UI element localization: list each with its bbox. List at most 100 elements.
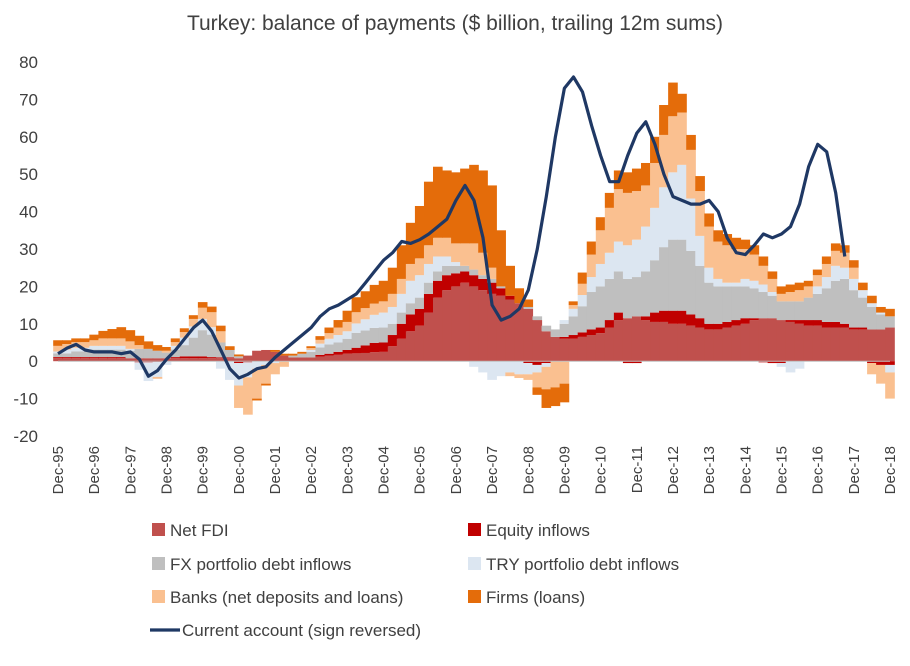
legend-swatch [152, 557, 165, 570]
bar-firms-loans [89, 334, 99, 341]
bar-firms-loans [559, 383, 570, 403]
legend-item-net-fdi: Net FDI [152, 521, 229, 540]
bar-firms-loans [279, 353, 289, 356]
bar-net-fdi [785, 321, 796, 362]
bar-firms-loans [849, 260, 859, 268]
x-axis-ticks: Dec-95 Dec-96 Dec-97 Dec-98 Dec-99 Dec-00 Dec-… [50, 446, 899, 494]
bar-firms-loans [387, 267, 398, 294]
bar-net-fdi [170, 358, 181, 362]
bar-firms-loans [867, 295, 877, 304]
bar-banks-net-deposits-and-loans [867, 363, 877, 375]
bar-equity-inflows [179, 356, 190, 359]
y-tick-label: 40 [19, 203, 38, 222]
bar-try-portfolio-debt-inflows [333, 335, 344, 343]
bar-try-portfolio-debt-inflows [631, 239, 642, 278]
bar-fx-portfolio-debt-inflows [423, 282, 434, 294]
bar-firms-loans [143, 341, 154, 349]
bar-equity-inflows [686, 314, 696, 326]
bar-firms-loans [414, 205, 425, 259]
bar-net-fdi [704, 329, 714, 362]
bar-firms-loans [442, 170, 452, 238]
y-tick-label: 0 [29, 352, 38, 371]
bar-try-portfolio-debt-inflows [134, 362, 145, 370]
bar-equity-inflows [713, 323, 723, 330]
x-tick-label: Dec-14 [737, 446, 754, 494]
bar-fx-portfolio-debt-inflows [849, 290, 859, 328]
bar-banks-net-deposits-and-loans [378, 301, 389, 313]
legend-swatch [468, 557, 481, 570]
bar-net-fdi [360, 352, 371, 362]
bar-firms-loans [794, 282, 805, 291]
bar-net-fdi [423, 312, 434, 362]
bar-fx-portfolio-debt-inflows [631, 277, 642, 317]
bar-try-portfolio-debt-inflows [215, 361, 226, 369]
bar-banks-net-deposits-and-loans [668, 116, 678, 173]
bar-net-fdi [306, 357, 317, 362]
bar-fx-portfolio-debt-inflows [695, 265, 705, 319]
bar-try-portfolio-debt-inflows [143, 362, 154, 382]
bar-try-portfolio-debt-inflows [586, 277, 597, 293]
bar-banks-net-deposits-and-loans [839, 252, 850, 268]
y-tick-label: 30 [19, 240, 38, 259]
bar-banks-net-deposits-and-loans [306, 348, 317, 350]
bar-banks-net-deposits-and-loans [695, 191, 705, 236]
bar-banks-net-deposits-and-loans [134, 345, 145, 349]
bar-net-fdi [143, 358, 154, 362]
bar-firms-loans [234, 354, 244, 357]
bar-try-portfolio-debt-inflows [396, 293, 407, 313]
bar-try-portfolio-debt-inflows [704, 267, 714, 283]
bar-firms-loans [713, 230, 723, 242]
bar-net-fdi [215, 358, 226, 362]
bar-fx-portfolio-debt-inflows [161, 352, 172, 359]
bar-net-fdi [396, 338, 407, 362]
bar-equity-inflows [695, 318, 705, 328]
bar-banks-net-deposits-and-loans [80, 342, 90, 348]
bar-fx-portfolio-debt-inflows [351, 332, 362, 348]
bar-fx-portfolio-debt-inflows [125, 350, 136, 359]
bar-try-portfolio-debt-inflows [559, 320, 570, 324]
bar-firms-loans [360, 291, 371, 309]
bar-equity-inflows [803, 320, 814, 326]
bar-try-portfolio-debt-inflows [695, 235, 705, 266]
bar-try-portfolio-debt-inflows [677, 164, 687, 240]
bar-fx-portfolio-debt-inflows [704, 282, 714, 324]
bar-equity-inflows [197, 356, 208, 359]
bar-firms-loans [568, 301, 579, 306]
bar-net-fdi [460, 282, 470, 362]
bar-net-fdi [523, 308, 534, 362]
bar-net-fdi [469, 286, 479, 362]
bar-firms-loans [107, 329, 118, 339]
x-tick-label: Dec-04 [376, 446, 393, 494]
bar-net-fdi [613, 320, 624, 362]
bar-fx-portfolio-debt-inflows [433, 271, 443, 281]
bar-banks-net-deposits-and-loans [279, 361, 289, 367]
bar-banks-net-deposits-and-loans [243, 377, 253, 415]
bar-fx-portfolio-debt-inflows [234, 356, 244, 359]
bar-fx-portfolio-debt-inflows [197, 330, 208, 357]
bar-try-portfolio-debt-inflows [234, 363, 244, 386]
x-tick-label: Dec-01 [267, 446, 284, 494]
bar-firms-loans [396, 245, 407, 279]
bar-try-portfolio-debt-inflows [487, 361, 497, 380]
bar-fx-portfolio-debt-inflows [414, 297, 425, 309]
bar-net-fdi [713, 329, 723, 362]
bar-fx-portfolio-debt-inflows [71, 351, 81, 358]
bar-fx-portfolio-debt-inflows [152, 350, 163, 359]
bar-fx-portfolio-debt-inflows [532, 316, 543, 321]
bar-firms-loans [261, 383, 271, 386]
bar-banks-net-deposits-and-loans [767, 278, 778, 293]
bar-banks-net-deposits-and-loans [812, 275, 823, 287]
bar-net-fdi [867, 329, 877, 362]
bar-firms-loans [523, 299, 534, 307]
bar-banks-net-deposits-and-loans [523, 374, 534, 380]
bar-try-portfolio-debt-inflows [125, 348, 136, 351]
bar-banks-net-deposits-and-loans [107, 338, 118, 346]
bar-firms-loans [740, 239, 751, 249]
bar-net-fdi [821, 327, 832, 362]
bar-firms-loans [225, 346, 235, 350]
bar-net-fdi [876, 329, 886, 362]
legend-label: Firms (loans) [486, 588, 585, 607]
bar-equity-inflows [206, 357, 217, 359]
bar-equity-inflows [839, 323, 850, 328]
bar-try-portfolio-debt-inflows [405, 280, 416, 304]
